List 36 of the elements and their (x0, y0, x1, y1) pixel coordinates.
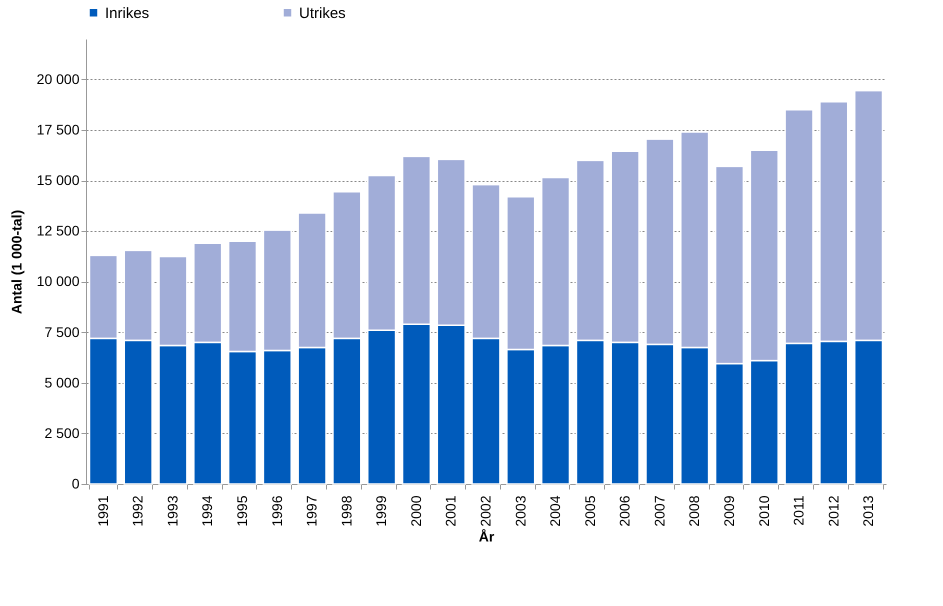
x-tick-label: 2003 (512, 495, 528, 527)
y-tick-label: 15 000 (36, 172, 80, 188)
y-tick-label: 2 500 (44, 424, 80, 441)
y-tick-label: 5 000 (44, 374, 80, 390)
x-tick-label: 1995 (234, 495, 250, 527)
x-tick-label: 1993 (164, 495, 180, 527)
y-tick-label: 7 500 (44, 324, 80, 340)
x-tick-label: 2000 (408, 495, 424, 527)
x-tick-label: 1991 (94, 495, 111, 527)
x-tick-label: 1992 (130, 495, 146, 527)
x-tick-label: 2007 (651, 495, 668, 527)
y-axis-title: Antal (1 000-tal) (8, 210, 25, 314)
y-tick-label: 20 000 (36, 70, 80, 87)
x-tick-label: 2006 (616, 495, 633, 527)
x-tick-label: 2013 (860, 495, 876, 527)
x-tick-label: 2012 (825, 495, 842, 527)
y-tick-label: 17 500 (36, 122, 80, 138)
x-tick-label: 2009 (720, 495, 737, 527)
x-tick-label: 1998 (338, 495, 354, 527)
x-tick-label: 2002 (478, 495, 494, 527)
x-tick-label: 2001 (442, 495, 459, 527)
x-tick-label: 2008 (686, 495, 702, 527)
x-tick-label: 1997 (304, 495, 320, 527)
x-tick-label: 1999 (373, 495, 390, 527)
legend-label: Utrikes (299, 4, 346, 22)
x-tick-label: 1994 (199, 495, 216, 527)
x-axis-title: År (478, 528, 495, 545)
x-tick-label: 2011 (790, 495, 807, 526)
x-tick-label: 2005 (582, 495, 598, 527)
y-tick-label: 12 500 (36, 222, 80, 239)
legend-label: Inrikes (105, 4, 150, 22)
y-tick-label: 0 (72, 476, 80, 492)
x-tick-label: 2010 (756, 495, 772, 527)
y-tick-label: 10 000 (36, 273, 80, 290)
x-tick-label: 1996 (268, 495, 285, 527)
x-tick-label: 2004 (547, 495, 564, 527)
